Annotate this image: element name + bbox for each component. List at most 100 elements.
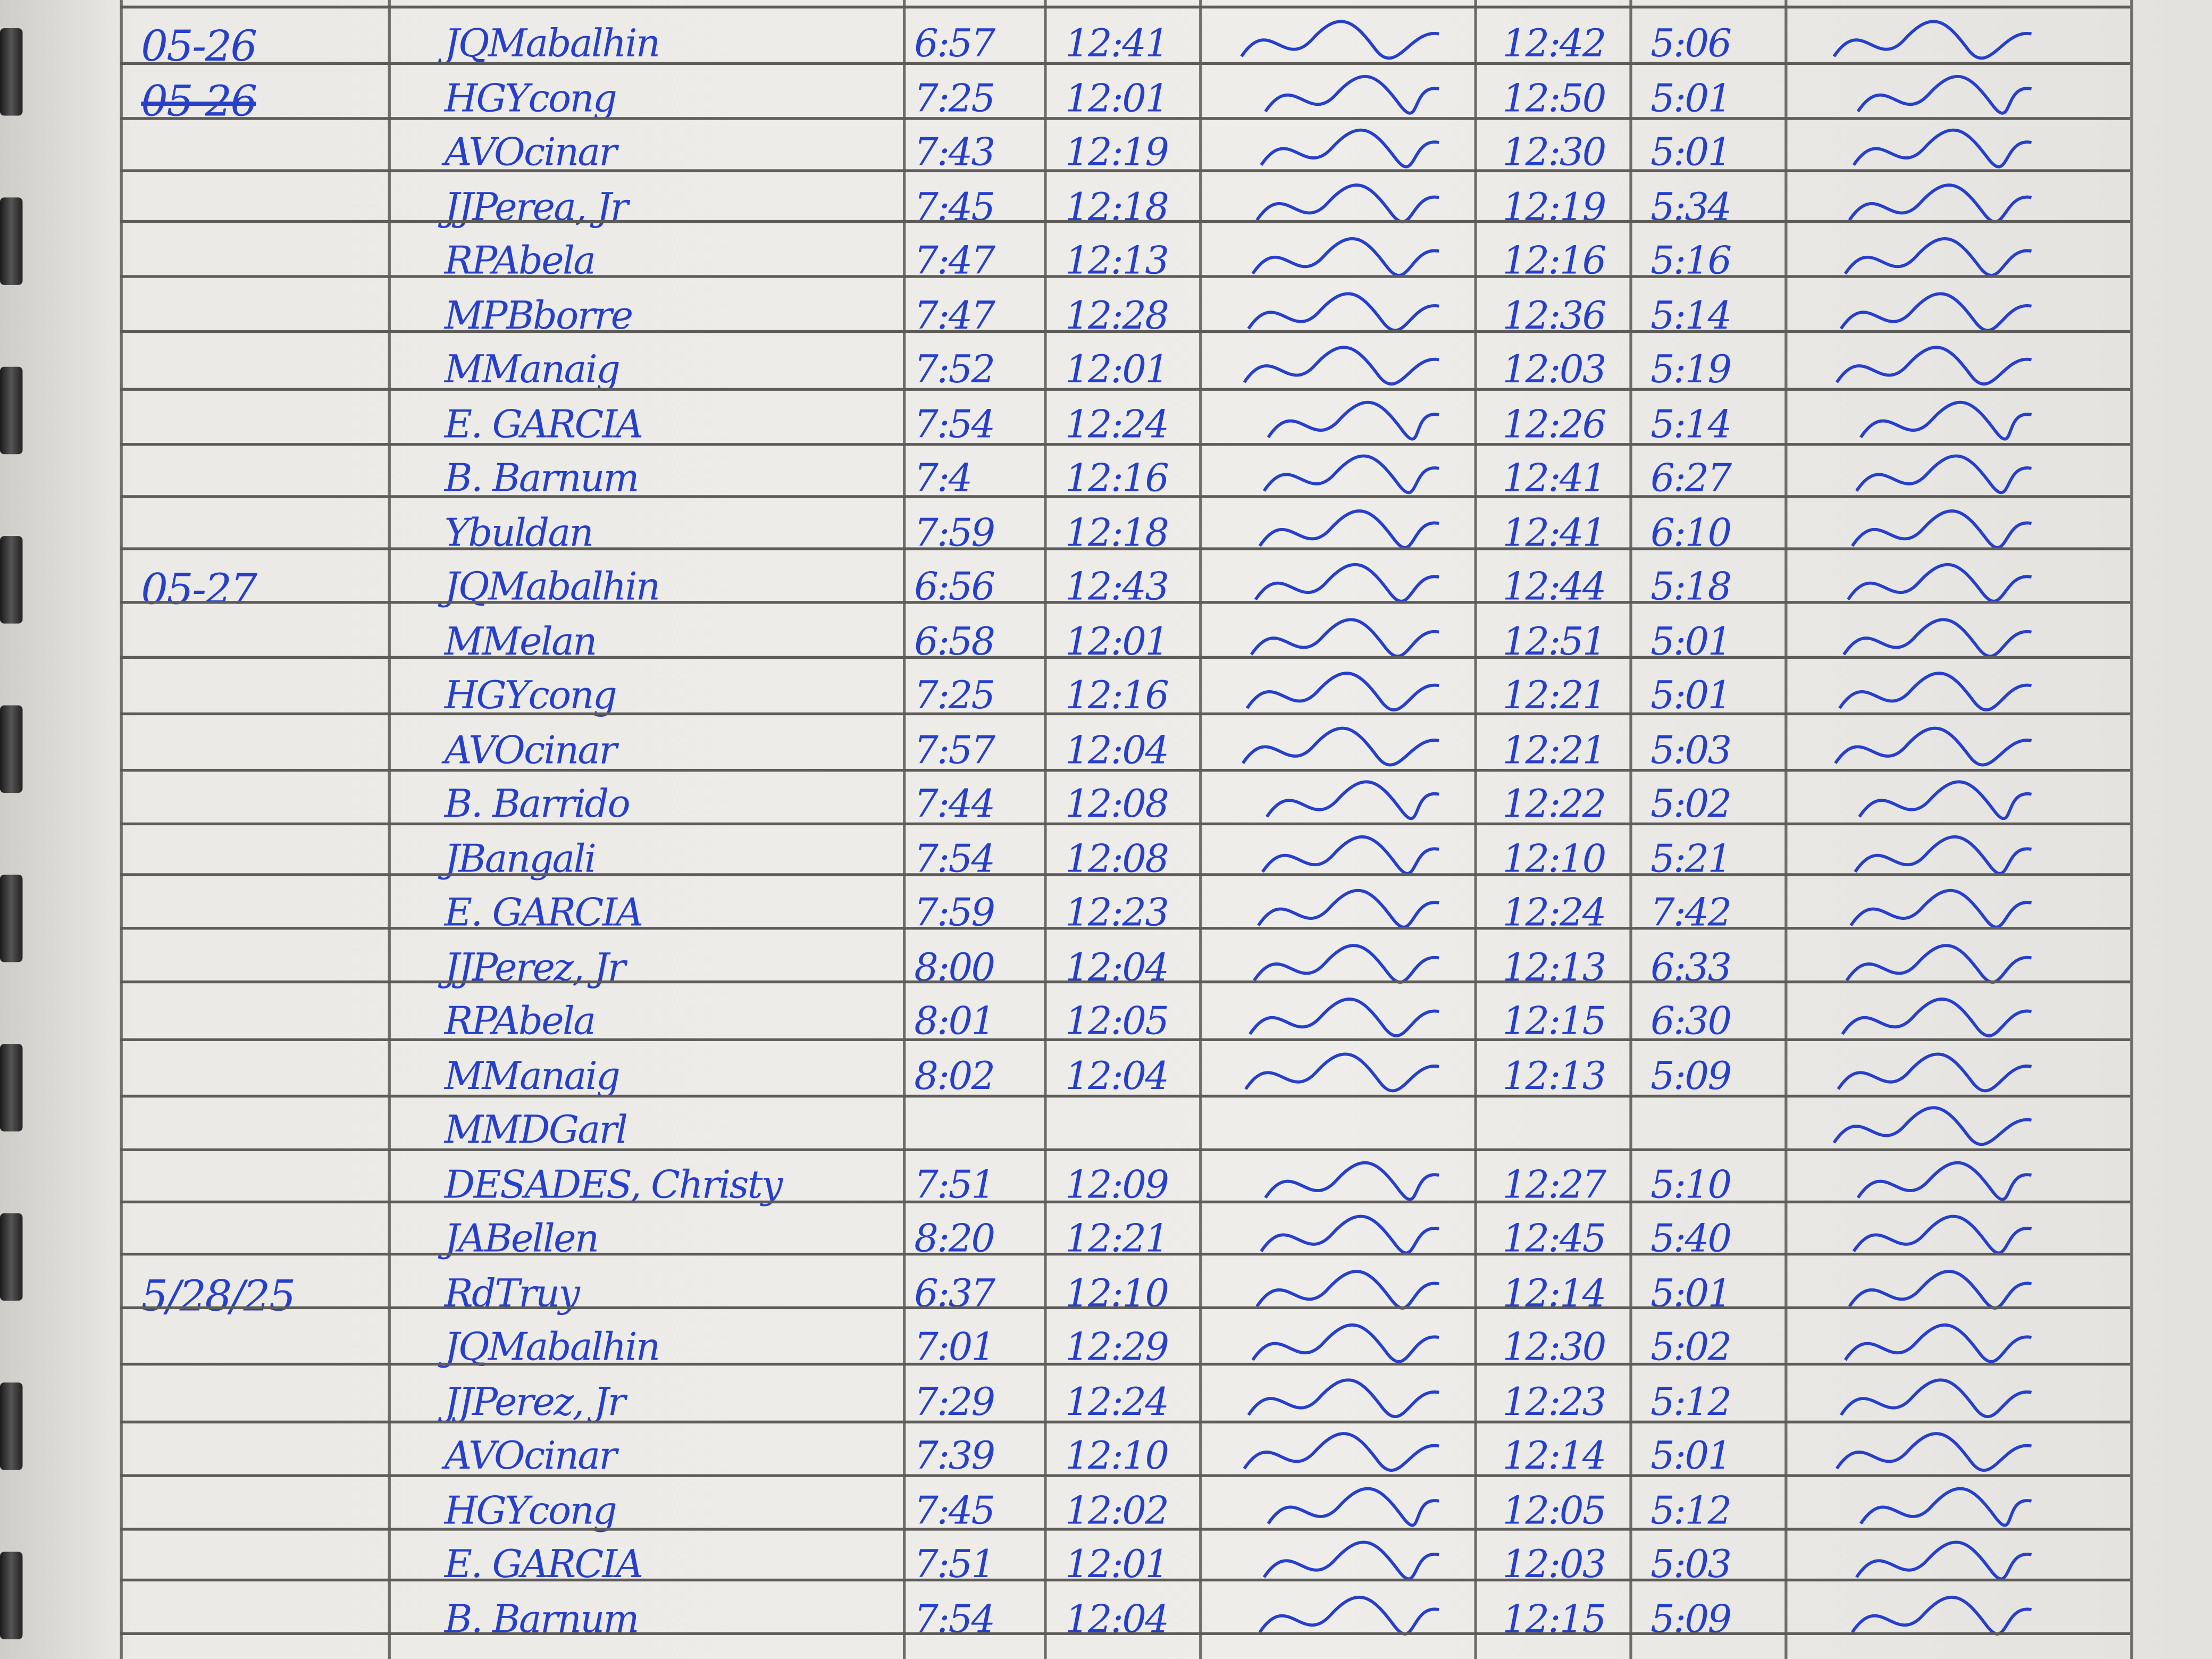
am-in-cell: 7:39 xyxy=(914,1435,995,1479)
column-divider xyxy=(388,0,391,1659)
table-row: HGYcong 7:45 12:02 12:05 5:12 xyxy=(0,1480,2212,1534)
pm-in-cell: 12:23 xyxy=(1502,1380,1607,1425)
am-out-cell: 12:10 xyxy=(1065,1435,1169,1479)
signature xyxy=(1247,1378,1439,1418)
signature xyxy=(1249,998,1439,1037)
pm-in-cell: 12:13 xyxy=(1502,1054,1607,1099)
signature xyxy=(1832,20,2032,60)
signature xyxy=(1837,1052,2032,1092)
name-cell: B. Barnum xyxy=(444,457,640,501)
ruled-line xyxy=(120,713,2131,716)
signature xyxy=(1255,182,1439,223)
ruled-line xyxy=(120,1038,2131,1041)
signature xyxy=(1856,1160,2032,1201)
name-cell: MManaig xyxy=(444,348,621,392)
binding-ring xyxy=(0,1213,23,1301)
ruled-line xyxy=(120,496,2131,499)
ruled-line xyxy=(120,1200,2131,1204)
name-cell: E. GARCIA xyxy=(444,403,643,447)
signature xyxy=(1849,889,2032,929)
pm-in-cell: 12:42 xyxy=(1502,22,1607,66)
pm-in-cell: 12:41 xyxy=(1502,457,1607,501)
signature xyxy=(1839,291,2032,331)
am-out-cell: 12:01 xyxy=(1065,77,1169,121)
table-row: AVOcinar 7:39 12:10 12:14 5:01 xyxy=(0,1426,2212,1480)
column-divider xyxy=(120,0,123,1659)
am-in-cell: 8:02 xyxy=(914,1054,995,1099)
pm-in-cell: 12:30 xyxy=(1502,1326,1607,1370)
pm-in-cell: 12:26 xyxy=(1502,403,1607,447)
am-in-cell: 7:52 xyxy=(914,348,995,392)
am-in-cell: 7:44 xyxy=(914,783,995,827)
signature xyxy=(1852,128,2032,169)
signature xyxy=(1264,1160,1439,1201)
am-in-cell: 7:57 xyxy=(914,728,995,773)
pm-out-cell: 5:21 xyxy=(1650,837,1732,881)
ruled-line xyxy=(120,1474,2131,1478)
pm-in-cell: 12:36 xyxy=(1502,294,1607,338)
pm-out-cell: 5:01 xyxy=(1650,77,1732,121)
table-row: JJPerez, Jr 7:29 12:24 12:23 5:12 xyxy=(0,1372,2212,1426)
name-cell: JBangali xyxy=(444,837,597,881)
signature xyxy=(1267,1486,1439,1526)
column-divider xyxy=(1474,0,1477,1659)
signature xyxy=(1254,563,1439,603)
am-in-cell: 7:43 xyxy=(914,131,995,175)
signature xyxy=(1260,128,1439,169)
signature xyxy=(1243,346,1439,386)
table-row: MMDGarl xyxy=(0,1100,2212,1154)
signature xyxy=(1851,508,2032,549)
signature xyxy=(1240,20,1439,60)
pm-in-cell: 12:14 xyxy=(1502,1435,1607,1479)
name-cell: JQMabalhin xyxy=(444,1326,660,1370)
ruled-line xyxy=(120,5,2131,9)
ruled-line xyxy=(120,442,2131,446)
am-in-cell: 7:47 xyxy=(914,294,995,338)
signature xyxy=(1251,237,1439,277)
signature xyxy=(1848,182,2032,223)
am-in-cell: 7:29 xyxy=(914,1380,995,1425)
name-cell: JQMabalhin xyxy=(444,22,660,66)
signature xyxy=(1834,726,2032,766)
name-cell: RPAbela xyxy=(444,1000,596,1044)
name-cell: JJPerez, Jr xyxy=(444,1380,626,1425)
am-out-cell: 12:24 xyxy=(1065,1380,1169,1425)
pm-in-cell: 12:10 xyxy=(1502,837,1607,881)
table-row: JQMabalhin 7:01 12:29 12:30 5:02 xyxy=(0,1318,2212,1371)
column-divider xyxy=(902,0,906,1659)
table-row: AVOcinar 7:43 12:19 12:30 5:01 xyxy=(0,123,2212,177)
name-cell: DESADES, Christy xyxy=(444,1163,783,1207)
signature xyxy=(1266,780,1439,820)
table-row: 05-26 JQMabalhin 6:57 12:41 12:42 5:06 xyxy=(0,14,2212,72)
am-out-cell: 12:05 xyxy=(1065,1000,1169,1044)
date-cell: 05-27 xyxy=(141,565,257,615)
ruled-line xyxy=(120,600,2131,604)
am-out-cell: 12:02 xyxy=(1065,1489,1169,1533)
signature xyxy=(1243,1432,1439,1472)
name-cell: AVOcinar xyxy=(444,131,617,175)
signature xyxy=(1835,346,2032,386)
am-out-cell: 12:08 xyxy=(1065,783,1169,827)
table-row: MManaig 8:02 12:04 12:13 5:09 xyxy=(0,1046,2212,1100)
ruled-line xyxy=(120,169,2131,172)
signature xyxy=(1835,1432,2032,1472)
pm-in-cell: 12:21 xyxy=(1502,728,1607,773)
table-row: 05-26 HGYcong 7:25 12:01 12:50 5:01 xyxy=(0,69,2212,126)
signature xyxy=(1841,998,2032,1037)
binding-ring xyxy=(0,1044,23,1132)
pm-out-cell: 5:10 xyxy=(1650,1163,1732,1207)
pm-out-cell: 6:27 xyxy=(1650,457,1732,501)
table-row: E. GARCIA 7:54 12:24 12:26 5:14 xyxy=(0,395,2212,448)
signature xyxy=(1253,943,1439,983)
am-out-cell: 12:24 xyxy=(1065,403,1169,447)
pm-in-cell: 12:03 xyxy=(1502,348,1607,392)
pm-in-cell: 12:05 xyxy=(1502,1489,1607,1533)
am-in-cell: 6:57 xyxy=(914,22,995,66)
ruled-line xyxy=(120,1632,2131,1635)
am-in-cell: 7:4 xyxy=(914,457,973,501)
ruled-line xyxy=(120,330,2131,334)
signature xyxy=(1859,1486,2032,1526)
signature xyxy=(1858,780,2032,820)
ruled-line xyxy=(120,1420,2131,1423)
table-row: MManaig 7:52 12:01 12:03 5:19 xyxy=(0,340,2212,393)
